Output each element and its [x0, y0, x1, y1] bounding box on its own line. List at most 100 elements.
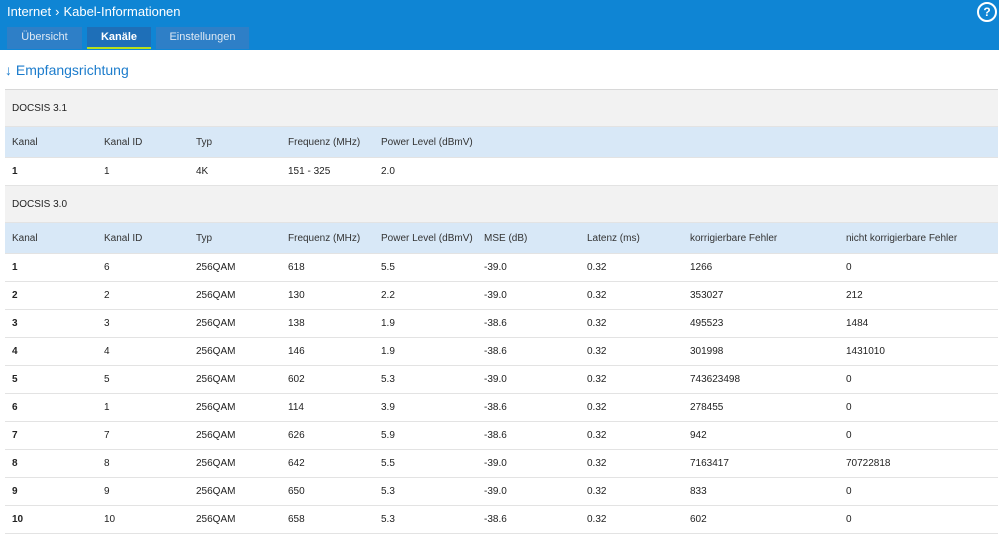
table-cell [839, 157, 999, 186]
table-row: 7 7 256QAM 626 5.9 -38.6 0.32 942 0 [5, 421, 999, 450]
table-cell: 0.32 [580, 477, 683, 506]
chevron-right-icon: › [55, 4, 60, 19]
column-header: nicht korrigierbare Fehler [839, 222, 999, 254]
table-cell: 9 [97, 477, 189, 506]
channel-number-cell: 9 [5, 477, 97, 506]
tab-kanaele[interactable]: Kanäle [87, 27, 151, 49]
table-cell: -39.0 [477, 449, 580, 478]
table-cell: 658 [281, 505, 374, 534]
table-cell [477, 157, 580, 186]
table-cell: 278455 [683, 393, 839, 422]
column-header: MSE (dB) [477, 222, 580, 254]
table-cell: 256QAM [189, 253, 281, 282]
table-cell: 1431010 [839, 337, 999, 366]
breadcrumb-internet[interactable]: Internet [7, 4, 52, 19]
table-cell: 6 [97, 253, 189, 282]
column-header: Typ [189, 126, 281, 158]
table-cell: 353027 [683, 281, 839, 310]
table-cell: 5.5 [374, 449, 477, 478]
table-cell: 1 [97, 393, 189, 422]
breadcrumb: Internet › Kabel-Informationen [7, 3, 181, 21]
table-cell [683, 157, 839, 186]
column-header: Kanal [5, 222, 97, 254]
column-header: Power Level (dBmV) [374, 222, 477, 254]
table-cell: 942 [683, 421, 839, 450]
table-cell: 0 [839, 477, 999, 506]
table-row: 2 2 256QAM 130 2.2 -39.0 0.32 353027 212 [5, 281, 999, 310]
help-icon[interactable]: ? [977, 2, 997, 22]
channel-number-cell: 10 [5, 505, 97, 534]
table-cell: 256QAM [189, 309, 281, 338]
tab-uebersicht[interactable]: Übersicht [7, 27, 82, 49]
table-cell: 4 [97, 337, 189, 366]
table-cell: -38.6 [477, 505, 580, 534]
table-cell: 642 [281, 449, 374, 478]
table-cell: 1.9 [374, 337, 477, 366]
table-cell: 0.32 [580, 309, 683, 338]
table-cell: 0.32 [580, 365, 683, 394]
breadcrumb-current: Kabel-Informationen [63, 4, 181, 19]
table-cell: 3.9 [374, 393, 477, 422]
channel-number-cell: 5 [5, 365, 97, 394]
tab-einstellungen[interactable]: Einstellungen [156, 27, 249, 49]
table-cell: 0 [839, 393, 999, 422]
table-cell [580, 157, 683, 186]
table-cell: -38.6 [477, 421, 580, 450]
table-cell: 5.3 [374, 365, 477, 394]
table-cell: -39.0 [477, 281, 580, 310]
table-cell: 0.32 [580, 505, 683, 534]
table-cell: 2.0 [374, 157, 477, 186]
group-label: DOCSIS 3.0 [5, 185, 999, 223]
group-docsis-30: DOCSIS 3.0 [5, 185, 999, 223]
table-cell: 602 [683, 505, 839, 534]
table-row: 6 1 256QAM 114 3.9 -38.6 0.32 278455 0 [5, 393, 999, 422]
column-header: Typ [189, 222, 281, 254]
table-cell: 212 [839, 281, 999, 310]
table-cell: 1.9 [374, 309, 477, 338]
table-row: 3 3 256QAM 138 1.9 -38.6 0.32 495523 1484 [5, 309, 999, 338]
table-cell: -38.6 [477, 309, 580, 338]
table-cell: 2 [97, 281, 189, 310]
table-header-row: Kanal Kanal ID Typ Frequenz (MHz) Power Leve… [5, 222, 999, 254]
table-cell: -39.0 [477, 253, 580, 282]
channel-number-cell: 2 [5, 281, 97, 310]
table-cell: 0 [839, 421, 999, 450]
table-cell: 130 [281, 281, 374, 310]
table-row: 9 9 256QAM 650 5.3 -39.0 0.32 833 0 [5, 477, 999, 506]
channel-number-cell: 6 [5, 393, 97, 422]
table-cell: 4K [189, 157, 281, 186]
table-cell: 618 [281, 253, 374, 282]
top-bar: Internet › Kabel-Informationen ? Übersic… [0, 0, 999, 50]
table-cell: 650 [281, 477, 374, 506]
table-cell: 256QAM [189, 281, 281, 310]
column-header: Kanal [5, 126, 97, 158]
table-cell: 7 [97, 421, 189, 450]
table-cell: 1 [97, 157, 189, 186]
table-cell: 256QAM [189, 477, 281, 506]
table-cell: 5.5 [374, 253, 477, 282]
table-cell: 151 - 325 [281, 157, 374, 186]
table-cell: 626 [281, 421, 374, 450]
channel-number-cell: 4 [5, 337, 97, 366]
column-header: Kanal ID [97, 222, 189, 254]
table-cell: 8 [97, 449, 189, 478]
table-cell: -39.0 [477, 477, 580, 506]
table-cell: 256QAM [189, 337, 281, 366]
table-row: 10 10 256QAM 658 5.3 -38.6 0.32 602 0 [5, 505, 999, 534]
table-cell: 256QAM [189, 393, 281, 422]
table-cell: 256QAM [189, 505, 281, 534]
table-cell: 256QAM [189, 421, 281, 450]
column-header [839, 126, 999, 158]
table-cell: 3 [97, 309, 189, 338]
table-cell: 0.32 [580, 281, 683, 310]
table-cell: 256QAM [189, 449, 281, 478]
table-cell: 1484 [839, 309, 999, 338]
table-cell: 7163417 [683, 449, 839, 478]
table-cell: 256QAM [189, 365, 281, 394]
channel-number-cell: 8 [5, 449, 97, 478]
table-cell: 114 [281, 393, 374, 422]
table-cell: 0 [839, 253, 999, 282]
table-cell: 1266 [683, 253, 839, 282]
table-cell: 5.9 [374, 421, 477, 450]
table-cell: -39.0 [477, 365, 580, 394]
